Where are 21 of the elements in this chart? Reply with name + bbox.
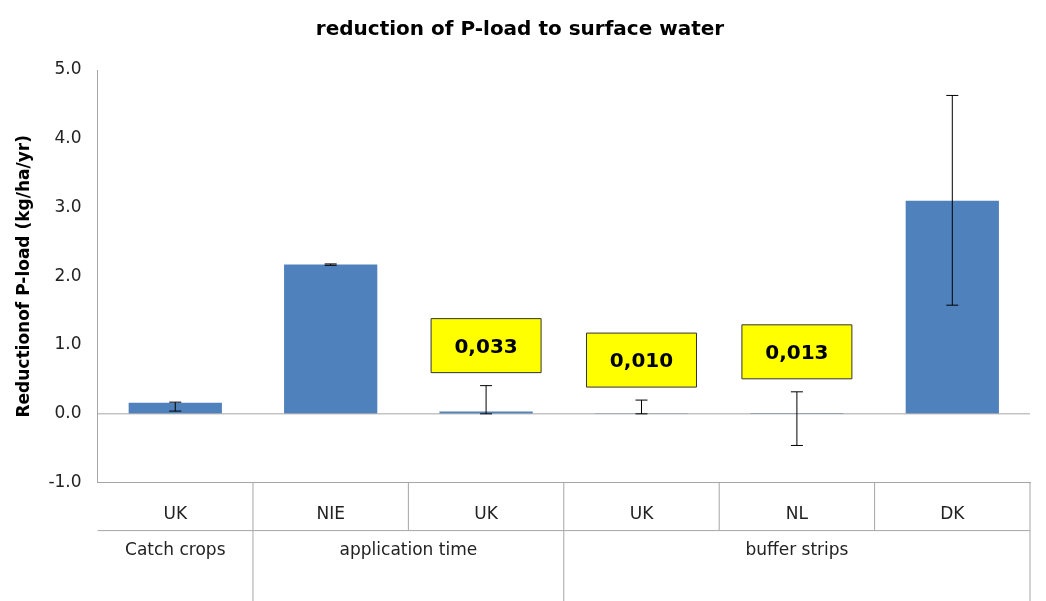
x-tick-label: NIE xyxy=(316,503,345,524)
data-label: 0,033 xyxy=(454,333,518,358)
y-axis-title: Reductionof P-load (kg/ha/yr) xyxy=(12,135,33,418)
data-label: 0,010 xyxy=(609,348,674,373)
x-tick-label: UK xyxy=(474,503,499,524)
y-tick-label: 4.0 xyxy=(54,127,82,148)
y-tick-label: 3.0 xyxy=(54,195,82,216)
text: application time xyxy=(339,539,478,560)
x-tick-label: NL xyxy=(785,503,809,524)
chart-title: reduction of P-load to surface water xyxy=(315,16,725,41)
x-tick-label: UK xyxy=(629,503,655,524)
text: Catch crops xyxy=(125,539,226,560)
y-tick-label: 0.0 xyxy=(54,402,82,423)
y-tick-label: 5.0 xyxy=(54,58,82,79)
x-tick-label: DK xyxy=(940,503,966,524)
text: buffer strips xyxy=(745,539,849,560)
y-tick-label: -1.0 xyxy=(48,471,82,492)
y-tick-label: 1.0 xyxy=(54,333,82,354)
x-tick-label: UK xyxy=(163,503,188,524)
data-label: 0,013 xyxy=(765,340,829,365)
y-tick-label: 2.0 xyxy=(54,264,82,285)
